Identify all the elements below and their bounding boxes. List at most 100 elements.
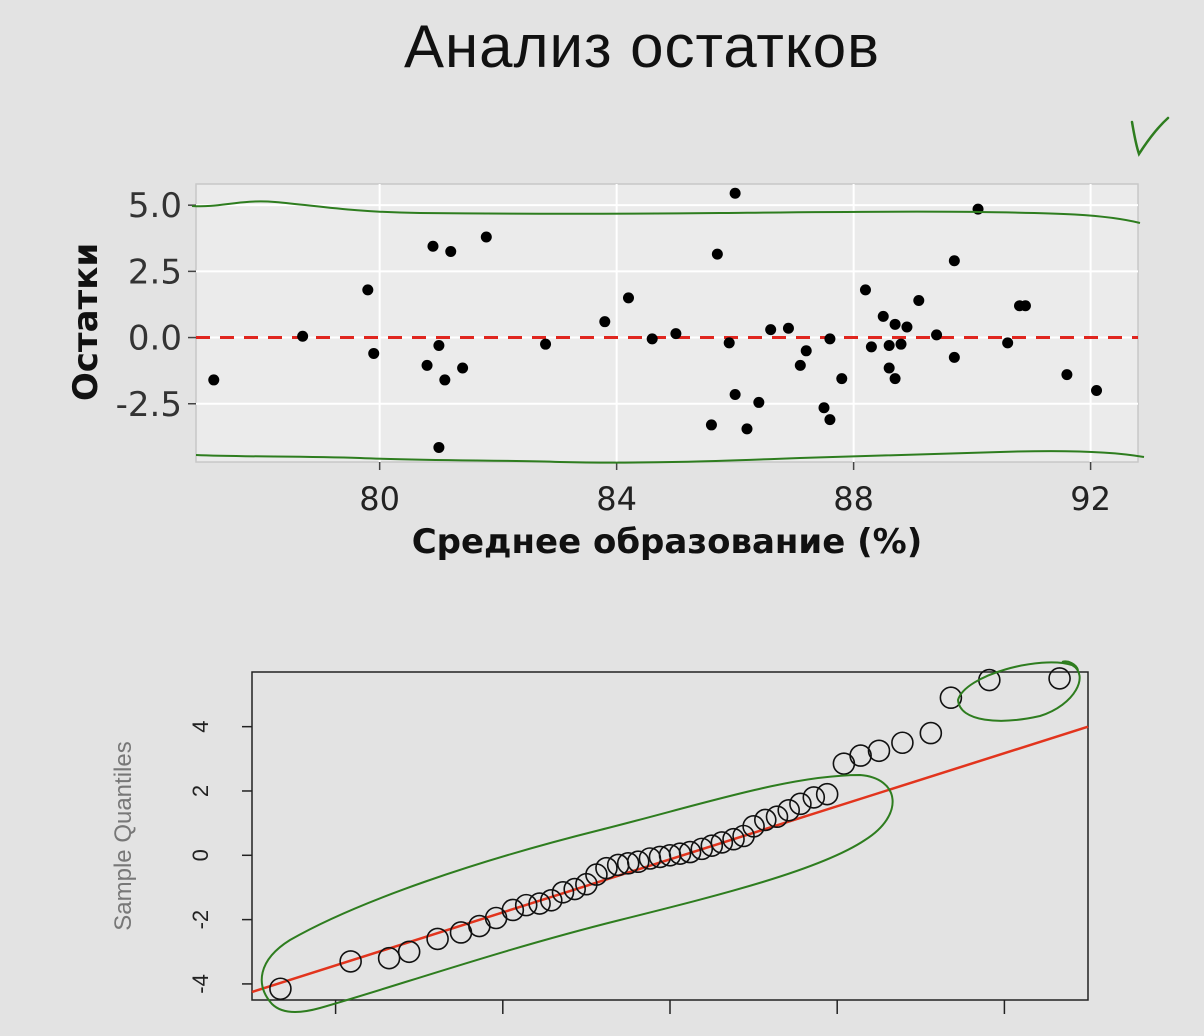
qq-point bbox=[700, 834, 724, 857]
qq-point bbox=[777, 798, 801, 822]
residuals-chart: 5.0 2.5 0.0 -2.5 80 84 88 92 Среднее образован… bbox=[66, 183, 1145, 562]
qq-point bbox=[815, 782, 839, 806]
residual-point bbox=[883, 340, 895, 352]
residual-point bbox=[895, 338, 907, 350]
residuals-x-axis-label: Среднее образование (%) bbox=[412, 522, 923, 562]
residual-point bbox=[948, 255, 960, 267]
qq-point bbox=[919, 721, 943, 745]
residual-point bbox=[723, 337, 735, 349]
qq-point bbox=[501, 898, 525, 922]
qq-point bbox=[616, 852, 640, 875]
residual-point bbox=[208, 374, 220, 386]
y-tick-label: 4 bbox=[188, 721, 213, 733]
residuals-x-ticks: 80 84 88 92 bbox=[359, 462, 1111, 518]
qq-point bbox=[690, 837, 714, 861]
y-tick-label: 0 bbox=[188, 849, 213, 861]
residual-point bbox=[877, 310, 889, 322]
x-tick-label: 92 bbox=[1070, 480, 1111, 518]
y-tick-label: 5.0 bbox=[128, 186, 182, 226]
residuals-y-ticks: 5.0 2.5 0.0 -2.5 bbox=[116, 186, 196, 425]
residual-point bbox=[1019, 300, 1031, 312]
qq-point bbox=[891, 731, 914, 755]
residual-point bbox=[824, 333, 836, 345]
residual-points bbox=[208, 187, 1103, 453]
qq-point bbox=[867, 739, 891, 763]
qq-point bbox=[595, 856, 618, 880]
residual-point bbox=[362, 284, 374, 296]
qq-points bbox=[269, 667, 1071, 1001]
residual-point bbox=[368, 347, 380, 359]
residual-point bbox=[753, 396, 765, 408]
qq-point bbox=[1048, 667, 1071, 690]
residuals-plot-area bbox=[195, 183, 1139, 463]
residual-point bbox=[883, 362, 895, 374]
residual-point bbox=[622, 292, 634, 304]
residual-point bbox=[599, 316, 611, 328]
lower-envelope-annotation bbox=[195, 450, 1145, 464]
residual-point bbox=[800, 345, 812, 357]
residual-point bbox=[445, 246, 457, 258]
residual-point bbox=[439, 374, 451, 386]
y-tick-label: -2 bbox=[188, 910, 213, 930]
residual-point bbox=[1061, 369, 1073, 381]
residuals-y-axis-label: Остатки bbox=[66, 243, 106, 401]
qq-point bbox=[722, 827, 745, 851]
qq-point bbox=[742, 815, 765, 838]
qq-point bbox=[802, 786, 826, 809]
residual-point bbox=[765, 324, 777, 336]
residual-point bbox=[913, 294, 925, 306]
qq-point bbox=[539, 889, 563, 912]
qq-point bbox=[789, 792, 812, 816]
qq-plot-chart: 4 2 0 -2 -4 Sample Quantiles bbox=[110, 660, 1089, 1014]
qq-point bbox=[563, 877, 586, 901]
residual-point bbox=[889, 373, 901, 385]
qq-point bbox=[832, 752, 856, 775]
y-tick-label: 2.5 bbox=[128, 252, 182, 292]
residual-point bbox=[741, 423, 753, 435]
residual-point bbox=[865, 341, 877, 353]
residual-point bbox=[729, 388, 741, 400]
residual-point bbox=[646, 333, 658, 345]
residual-point bbox=[297, 330, 309, 342]
y-tick-label: 2 bbox=[188, 785, 213, 797]
qq-point bbox=[339, 950, 362, 973]
qq-point bbox=[849, 744, 872, 767]
residual-point bbox=[931, 329, 943, 341]
residual-point bbox=[782, 322, 794, 334]
y-tick-label: -4 bbox=[188, 974, 213, 994]
residual-point bbox=[670, 328, 682, 340]
residual-point bbox=[859, 284, 871, 296]
residual-point bbox=[480, 231, 492, 243]
qq-point bbox=[765, 805, 789, 829]
residual-point bbox=[540, 338, 552, 350]
qq-point bbox=[426, 927, 449, 951]
qq-point bbox=[754, 808, 777, 832]
residual-point bbox=[948, 351, 960, 363]
qq-point bbox=[397, 940, 421, 964]
qq-point bbox=[528, 892, 551, 915]
qq-point bbox=[678, 840, 702, 864]
residual-point bbox=[421, 359, 433, 371]
residual-point bbox=[824, 414, 836, 426]
qq-point bbox=[377, 946, 401, 970]
residual-point bbox=[457, 362, 469, 374]
qq-y-ticks: 4 2 0 -2 -4 bbox=[188, 721, 252, 994]
x-tick-label: 88 bbox=[833, 480, 874, 518]
upper-envelope-annotation bbox=[191, 200, 1141, 224]
check-mark-icon bbox=[1130, 116, 1170, 157]
residual-point bbox=[433, 441, 445, 453]
residual-point bbox=[1091, 385, 1103, 397]
outlier-outline-annotation bbox=[956, 660, 1081, 722]
residual-point bbox=[836, 373, 848, 385]
residual-point bbox=[705, 419, 717, 431]
residual-point bbox=[711, 248, 723, 260]
slide-title: Анализ остатков bbox=[403, 13, 881, 80]
qq-y-axis-label: Sample Quantiles bbox=[110, 741, 137, 930]
qq-point bbox=[710, 831, 734, 854]
y-tick-label: -2.5 bbox=[116, 385, 182, 425]
x-tick-label: 80 bbox=[359, 480, 400, 518]
qq-point bbox=[551, 880, 575, 904]
qq-point bbox=[626, 850, 650, 874]
qq-point bbox=[269, 977, 292, 1001]
